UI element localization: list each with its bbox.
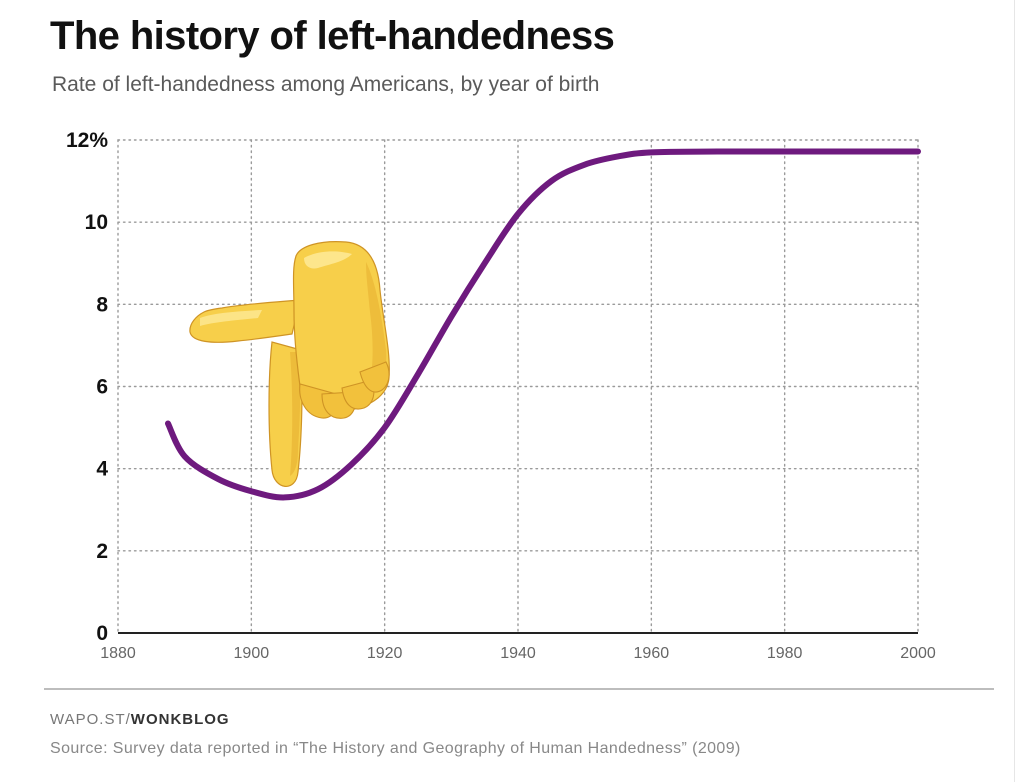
y-tick-label-10: 10 xyxy=(85,211,108,234)
credit-prefix: WAPO.ST/ xyxy=(50,711,131,728)
x-tick-label-2000: 2000 xyxy=(900,645,936,662)
y-tick-label-4: 4 xyxy=(96,458,108,481)
x-tick-label-1980: 1980 xyxy=(767,645,803,662)
x-tick-label-1940: 1940 xyxy=(500,645,536,662)
pointing-down-hand-emoji-icon xyxy=(189,241,390,487)
x-tick-label-1880: 1880 xyxy=(100,645,136,662)
x-axis-tick-labels: 1880 1900 1920 1940 1960 1980 2000 xyxy=(100,645,936,662)
series-layer xyxy=(165,148,921,501)
x-tick-label-1920: 1920 xyxy=(367,645,403,662)
y-tick-label-6: 6 xyxy=(96,376,108,399)
y-tick-label-0: 0 xyxy=(96,622,108,645)
x-tick-label-1900: 1900 xyxy=(234,645,270,662)
credit-strong: WONKBLOG xyxy=(130,711,230,728)
y-tick-label-8: 8 xyxy=(96,293,108,316)
hand-thumb-highlight xyxy=(200,310,262,326)
y-tick-label-12: 12% xyxy=(66,129,108,152)
hand-thumb xyxy=(189,299,301,343)
source-note: Source: Survey data reported in “The His… xyxy=(50,740,741,757)
series-line-0 xyxy=(165,148,921,501)
y-axis-tick-labels: 0 2 4 6 8 10 12% xyxy=(66,129,108,645)
page-edge-divider xyxy=(1014,0,1015,782)
x-tick-label-1960: 1960 xyxy=(634,645,670,662)
hand-curled-finger-4 xyxy=(359,361,390,393)
hand-palm-highlight xyxy=(304,251,352,269)
publisher-credit: WAPO.ST/WONKBLOG xyxy=(50,711,230,728)
hand-palm xyxy=(292,241,390,413)
footer-divider xyxy=(44,688,994,690)
y-tick-label-2: 2 xyxy=(96,540,108,563)
chart-subtitle: Rate of left-handedness among Americans,… xyxy=(52,73,600,96)
gridlines xyxy=(117,139,919,634)
hand-index-finger-shade xyxy=(290,352,301,476)
chart-title: The history of left-handedness xyxy=(50,14,615,58)
